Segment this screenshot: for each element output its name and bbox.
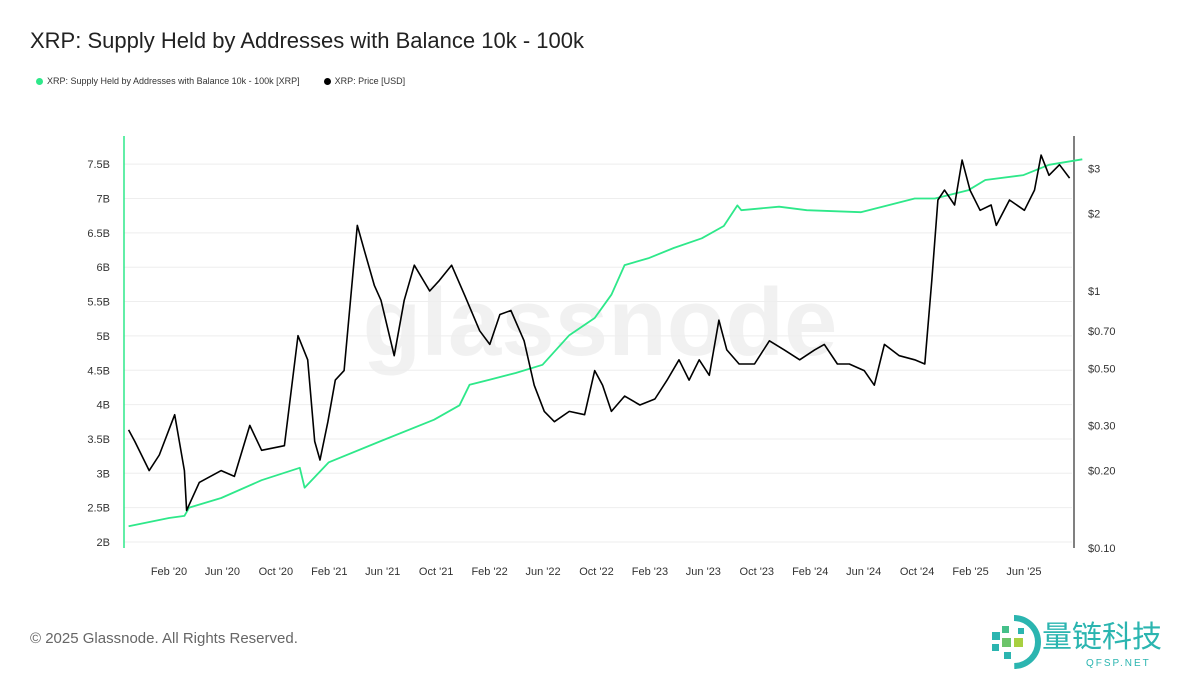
y-left-tick-label: 2.5B [87,503,110,515]
y-right-tick-label: $3 [1088,163,1100,175]
legend-label-supply: XRP: Supply Held by Addresses with Balan… [47,76,300,86]
x-tick-label: Feb '25 [952,566,988,578]
y-left-tick-label: 4B [97,400,110,412]
y-right-tick-label: $2 [1088,209,1100,221]
x-tick-label: Oct '20 [259,566,294,578]
x-tick-label: Jun '20 [205,566,240,578]
logo-text: 量链科技 [1042,621,1162,654]
watermark: glassnode [363,269,838,376]
x-tick-label: Oct '23 [740,566,775,578]
x-tick-label: Feb '24 [792,566,828,578]
y-right-tick-label: $0.50 [1088,363,1116,375]
x-tick-label: Feb '21 [311,566,347,578]
y-left-tick-label: 3.5B [87,434,110,446]
legend-label-price: XRP: Price [USD] [334,76,406,86]
y-left-tick-label: 7.5B [87,159,110,171]
y-left-tick-label: 5.5B [87,297,110,309]
legend: XRP: Supply Held by Addresses with Balan… [36,76,405,86]
qfsp-logo: 量链科技 QFSP.NET [978,612,1200,672]
x-tick-label: Jun '22 [525,566,560,578]
x-tick-label: Jun '23 [686,566,721,578]
x-tick-label: Jun '21 [365,566,400,578]
y-left-tick-label: 4.5B [87,365,110,377]
legend-item-price[interactable]: XRP: Price [USD] [323,76,406,86]
copyright: © 2025 Glassnode. All Rights Reserved. [30,630,298,647]
x-tick-label: Feb '20 [151,566,187,578]
price-line [127,154,1071,512]
y-right-tick-label: $1 [1088,286,1100,298]
y-right-tick-label: $0.30 [1088,420,1116,432]
x-tick-label: Jun '24 [846,566,881,578]
x-tick-label: Feb '23 [632,566,668,578]
x-tick-label: Oct '22 [579,566,614,578]
y-right-tick-label: $0.20 [1088,466,1116,478]
x-tick-label: Feb '22 [471,566,507,578]
y-left-tick-label: 6B [97,262,110,274]
y-left-tick-label: 3B [97,468,110,480]
legend-item-supply[interactable]: XRP: Supply Held by Addresses with Balan… [36,76,300,86]
y-left-tick-label: 7B [97,194,110,206]
y-right-tick-label: $0.70 [1088,326,1116,338]
chart-title: XRP: Supply Held by Addresses with Balan… [30,28,584,53]
logo-subtext: QFSP.NET [1086,658,1151,669]
chart-plot: glassnode 2B 2.5B 3B 3.5B 4B 4.5B 5B 5.5B 6B 6.5B… [87,136,1116,578]
legend-marker-price [323,77,331,85]
x-tick-label: Jun '25 [1006,566,1041,578]
y-right-tick-label: $0.10 [1088,543,1116,555]
y-left-tick-label: 2B [97,537,110,549]
y-left-tick-label: 5B [97,331,110,343]
x-tick-label: Oct '21 [419,566,454,578]
y-left-tick-label: 6.5B [87,228,110,240]
x-tick-label: Oct '24 [900,566,935,578]
legend-marker-supply [36,77,43,85]
supply-line [128,158,1083,528]
